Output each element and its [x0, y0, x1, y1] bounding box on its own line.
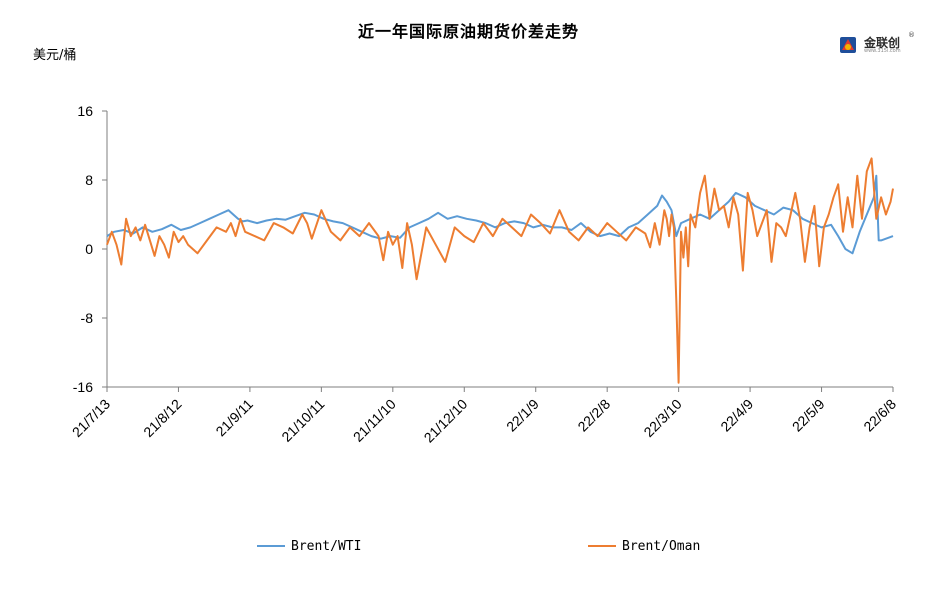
chart-axes	[102, 110, 894, 392]
y-tick-label: 16	[77, 103, 93, 119]
legend-label-brent-oman: Brent/Oman	[622, 538, 701, 554]
chart-title: 近一年国际原油期货价差走势	[357, 22, 579, 41]
x-tick-label: 22/6/8	[860, 396, 899, 435]
legend-item-brent-oman: Brent/Oman	[588, 537, 700, 555]
chart-series	[106, 157, 894, 384]
logo-name: 金联创	[864, 36, 901, 50]
y-tick-label: -16	[73, 379, 93, 395]
x-tick-label: 21/8/12	[140, 396, 184, 440]
y-axis-unit-label: 美元/桶	[33, 48, 77, 63]
x-tick-label: 21/11/10	[350, 396, 399, 445]
legend-label-brent-wti: Brent/WTI	[291, 538, 362, 554]
x-tick-label: 22/4/9	[717, 396, 756, 435]
logo-mark-icon	[840, 37, 856, 53]
legend-item-brent-wti: Brent/WTI	[257, 537, 361, 555]
logo-registered-mark: ®	[908, 31, 915, 39]
x-tick-label: 22/3/10	[640, 396, 684, 440]
series-line-brent-wti	[106, 174, 894, 255]
x-tick-label: 22/2/8	[574, 396, 613, 435]
legend-swatch-brent-wti	[257, 545, 285, 547]
y-tick-label: -8	[81, 310, 94, 326]
logo-url: www.315i.com	[864, 48, 901, 54]
x-tick-label: 22/1/9	[503, 396, 542, 435]
series-line-brent-oman	[106, 157, 894, 384]
x-tick-label: 21/10/11	[278, 396, 327, 445]
x-tick-label: 22/5/9	[789, 396, 828, 435]
company-logo: 金联创 ® www.315i.com	[836, 31, 916, 57]
legend-swatch-brent-oman	[588, 545, 616, 547]
x-tick-label: 21/9/11	[212, 396, 256, 440]
y-tick-label: 0	[85, 241, 93, 257]
x-tick-label: 21/12/10	[421, 396, 471, 446]
x-tick-label: 21/7/13	[69, 396, 113, 440]
y-tick-label: 8	[85, 172, 93, 188]
